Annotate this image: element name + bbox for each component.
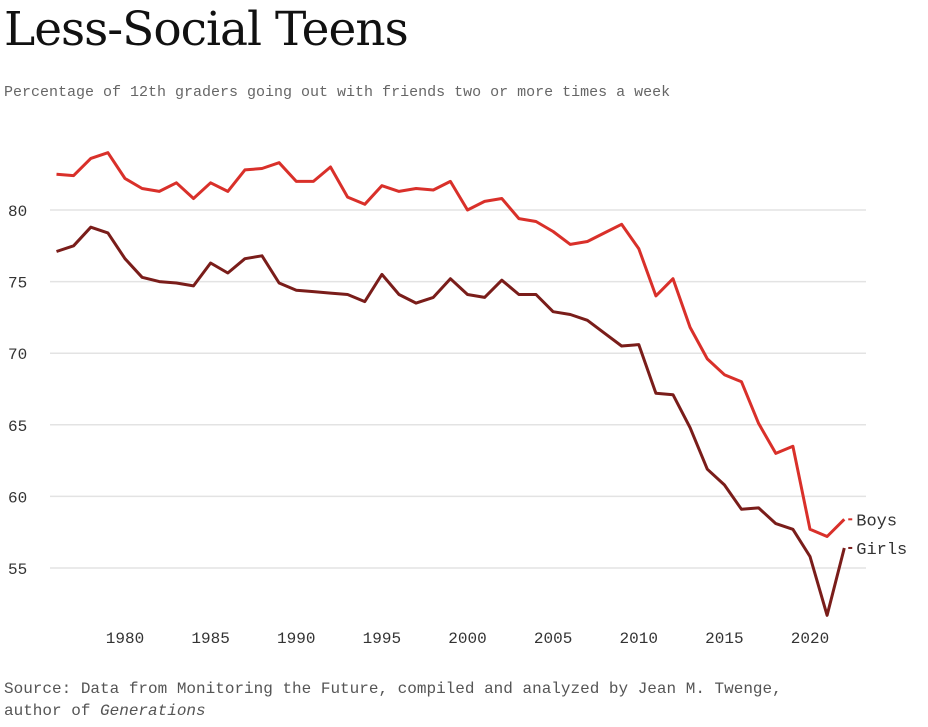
source-book-title: Generations — [100, 702, 206, 720]
x-tick-label: 2010 — [620, 630, 658, 648]
source-author-prefix: author of — [4, 702, 101, 720]
x-tick-label: 2000 — [448, 630, 486, 648]
series-line-boys — [56, 151, 846, 538]
x-tick-label: 1990 — [277, 630, 315, 648]
chart-title: Less-Social Teens — [4, 2, 409, 57]
y-tick-label: 60 — [8, 489, 27, 507]
x-tick-label: 1980 — [106, 630, 144, 648]
y-tick-label: 75 — [8, 275, 27, 293]
x-tick-label: 1995 — [363, 630, 401, 648]
x-tick-label: 2015 — [705, 630, 743, 648]
y-tick-label: 65 — [8, 418, 27, 436]
source-text: Source: Data from Monitoring the Future,… — [4, 680, 782, 698]
x-tick-label: 2005 — [534, 630, 572, 648]
series-label-girls: Girls — [856, 541, 907, 560]
source-note: Source: Data from Monitoring the Future,… — [4, 678, 782, 722]
series-label-boys: Boys — [856, 512, 897, 531]
series-line-girls — [56, 225, 846, 617]
y-tick-label: 80 — [8, 203, 27, 221]
x-tick-label: 2020 — [791, 630, 829, 648]
y-tick-label: 55 — [8, 561, 27, 579]
y-tick-label: 70 — [8, 346, 27, 364]
x-tick-label: 1985 — [191, 630, 229, 648]
chart-subtitle: Percentage of 12th graders going out wit… — [4, 84, 671, 101]
